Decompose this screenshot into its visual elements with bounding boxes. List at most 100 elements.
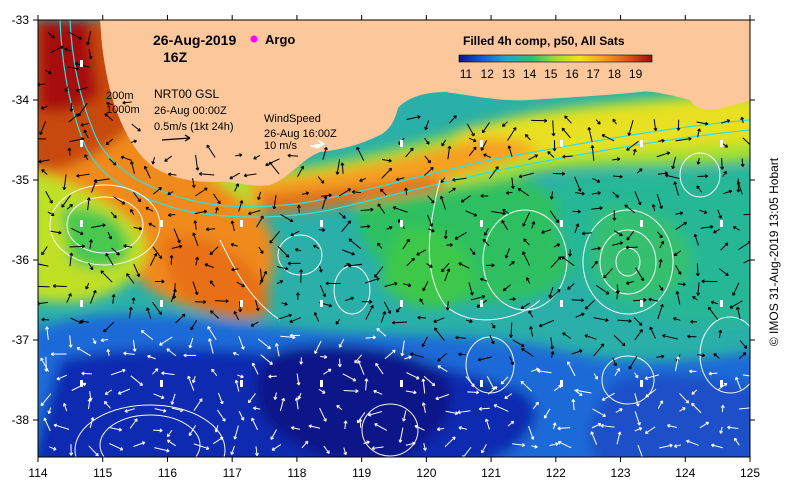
vector-arrow <box>392 321 408 324</box>
vector-arrowhead <box>159 428 163 433</box>
vector-arrowhead <box>752 406 755 409</box>
wind-mark <box>80 380 83 387</box>
vector-arrowhead <box>612 118 616 123</box>
vector-arrowhead <box>113 214 117 219</box>
vector-arrowhead <box>140 330 145 334</box>
vector-arrow <box>359 418 362 428</box>
vector-arrow <box>233 352 240 356</box>
vector-arrowhead <box>616 157 621 162</box>
vector-arrowhead <box>703 210 708 214</box>
vector-arrowhead <box>267 345 271 350</box>
vector-arrowhead <box>299 361 304 365</box>
vector-arrow <box>193 443 210 450</box>
vector-arrowhead <box>638 322 643 326</box>
vector-arrowhead <box>750 145 753 148</box>
vector-arrowhead <box>104 113 109 117</box>
vector-arrow <box>718 268 729 276</box>
vector-arrowhead <box>82 382 87 387</box>
vector-arrow <box>148 222 156 228</box>
vector-arrow <box>406 116 421 120</box>
vector-arrowhead <box>422 287 426 292</box>
vector-arrowhead <box>705 421 710 426</box>
vector-arrowhead <box>32 137 35 140</box>
vector-arrow <box>41 105 48 110</box>
vector-arrow <box>123 352 135 355</box>
vector-arrow <box>435 393 450 400</box>
wind-mark <box>480 220 483 227</box>
vector-arrowhead <box>687 334 691 339</box>
vector-arrowhead <box>355 389 359 394</box>
vector-arrow <box>69 252 73 267</box>
vector-arrow <box>626 140 639 151</box>
vector-arrow <box>38 263 49 267</box>
vector-arrow <box>405 390 417 394</box>
vector-arrowhead <box>123 244 127 249</box>
vector-arrowhead <box>247 399 252 404</box>
wind-mark <box>160 300 163 307</box>
vector-arrow <box>301 440 309 449</box>
vector-arrow <box>509 356 514 365</box>
vector-arrowhead <box>600 343 605 348</box>
vector-arrow <box>699 421 709 429</box>
vector-arrow <box>508 145 513 157</box>
vector-arrow <box>521 348 534 357</box>
vector-arrowhead <box>120 155 125 160</box>
vector-arrow <box>253 154 261 160</box>
vector-arrowhead <box>710 224 714 229</box>
vector-arrow <box>147 355 156 360</box>
vector-arrowhead <box>376 327 380 332</box>
vector-arrow <box>230 243 238 247</box>
vector-arrowhead <box>153 253 158 257</box>
vector-arrow <box>167 191 174 195</box>
vector-arrow <box>511 177 514 189</box>
vector-arrowhead <box>615 194 619 198</box>
vector-arrow <box>633 317 643 326</box>
vector-arrowhead <box>68 293 72 297</box>
vector-arrow <box>507 127 517 141</box>
vector-arrow <box>574 176 581 192</box>
vector-arrow <box>468 137 477 142</box>
vector-arrowhead <box>158 186 162 191</box>
vector-arrow <box>159 336 173 346</box>
vector-arrowhead <box>505 190 510 195</box>
vector-arrowhead <box>80 122 84 127</box>
vector-arrow <box>628 119 634 136</box>
vector-arrowhead <box>291 426 295 430</box>
vector-arrow <box>49 45 64 54</box>
vector-arrow <box>633 148 636 156</box>
vector-arrowhead <box>359 178 363 182</box>
vector-arrow <box>354 354 363 364</box>
wind-mark <box>240 380 243 387</box>
vector-arrow <box>100 338 109 341</box>
vector-arrowhead <box>594 260 598 265</box>
vector-arrow <box>89 290 97 304</box>
vector-arrow <box>130 375 143 386</box>
vector-arrow <box>591 260 598 269</box>
colorbar-tick-label: 13 <box>502 67 516 81</box>
vector-arrowhead <box>123 351 127 356</box>
vector-arrow <box>656 355 665 358</box>
vector-arrow <box>634 411 641 426</box>
vector-arrowhead <box>351 251 355 256</box>
vector-arrowhead <box>203 209 208 214</box>
vector-arrowhead <box>561 127 566 132</box>
vector-arrow <box>636 168 643 174</box>
vector-arrowhead <box>612 217 617 221</box>
vector-arrow <box>64 48 71 52</box>
vector-arrow <box>89 239 92 249</box>
vector-arrowhead <box>481 294 486 299</box>
vector-arrowhead <box>522 251 526 255</box>
vector-arrowhead <box>628 366 633 370</box>
vector-arrow <box>549 443 559 446</box>
colorbar <box>458 54 653 63</box>
vector-arrowhead <box>669 443 673 448</box>
vector-arrow <box>644 374 660 380</box>
vector-arrowhead <box>287 153 291 158</box>
vector-arrowhead <box>648 297 652 302</box>
vector-arrowhead <box>259 250 264 254</box>
vector-arrowhead <box>124 409 128 413</box>
current-time: 26-Aug 00:00Z <box>154 105 227 117</box>
vector-arrow <box>422 378 426 394</box>
vector-arrow <box>528 154 538 161</box>
vector-arrow <box>592 177 601 183</box>
